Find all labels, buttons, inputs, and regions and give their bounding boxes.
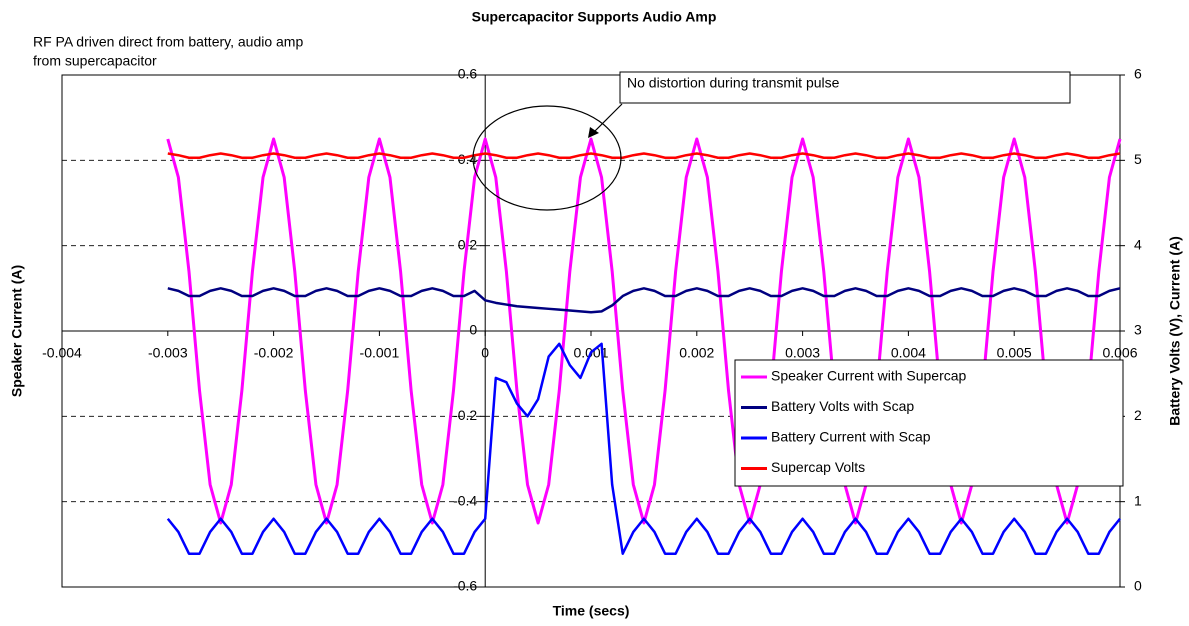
x-tick-label: 0.002: [679, 345, 714, 361]
x-tick-label: 0.003: [785, 345, 820, 361]
x-axis-label: Time (secs): [553, 603, 630, 619]
legend-label: Battery Volts with Scap: [771, 398, 914, 414]
annotation: No distortion during transmit pulse: [627, 75, 840, 91]
annotation-arrow: [591, 103, 623, 135]
legend-label: Battery Current with Scap: [771, 429, 931, 445]
y-axis-label: Speaker Current (A): [9, 265, 25, 397]
y-tick-label: -0.2: [453, 407, 477, 423]
x-tick-label: -0.003: [148, 345, 188, 361]
series-line: [167, 152, 1121, 160]
y2-tick-label: 2: [1134, 407, 1142, 423]
legend-box: [734, 359, 1124, 487]
annotation-ellipse: [472, 105, 622, 211]
y-tick-label: 0.6: [458, 66, 478, 82]
series-line: [166, 342, 1121, 555]
chart-title: Supercapacitor Supports Audio Amp: [472, 9, 717, 25]
x-tick-label: -0.001: [360, 345, 400, 361]
y2-tick-label: 6: [1134, 66, 1142, 82]
annotation-box: [619, 71, 1071, 104]
y2-tick-label: 1: [1134, 492, 1142, 508]
y2-tick-label: 3: [1134, 322, 1142, 338]
y2-tick-label: 4: [1134, 236, 1142, 252]
x-tick-label: 0.004: [891, 345, 926, 361]
y2-tick-label: 0: [1134, 578, 1142, 594]
legend-label: Supercap Volts: [771, 459, 865, 475]
y-tick-label: -0.6: [453, 578, 477, 594]
series-line: [167, 287, 1121, 314]
y-tick-label: 0.4: [458, 151, 478, 167]
subtitle: RF PA driven direct from battery, audio …: [33, 34, 303, 50]
y2-axis-label: Battery Volts (V), Current (A): [1167, 236, 1183, 426]
series-line: [166, 137, 1122, 525]
subtitle: from supercapacitor: [33, 53, 157, 69]
x-tick-label: -0.002: [254, 345, 294, 361]
y-tick-label: 0: [469, 322, 477, 338]
y-tick-label: -0.4: [453, 492, 477, 508]
x-tick-label: 0.005: [997, 345, 1032, 361]
legend-label: Speaker Current with Supercap: [771, 368, 967, 384]
y2-tick-label: 5: [1134, 151, 1142, 167]
arrow-head: [588, 127, 599, 138]
